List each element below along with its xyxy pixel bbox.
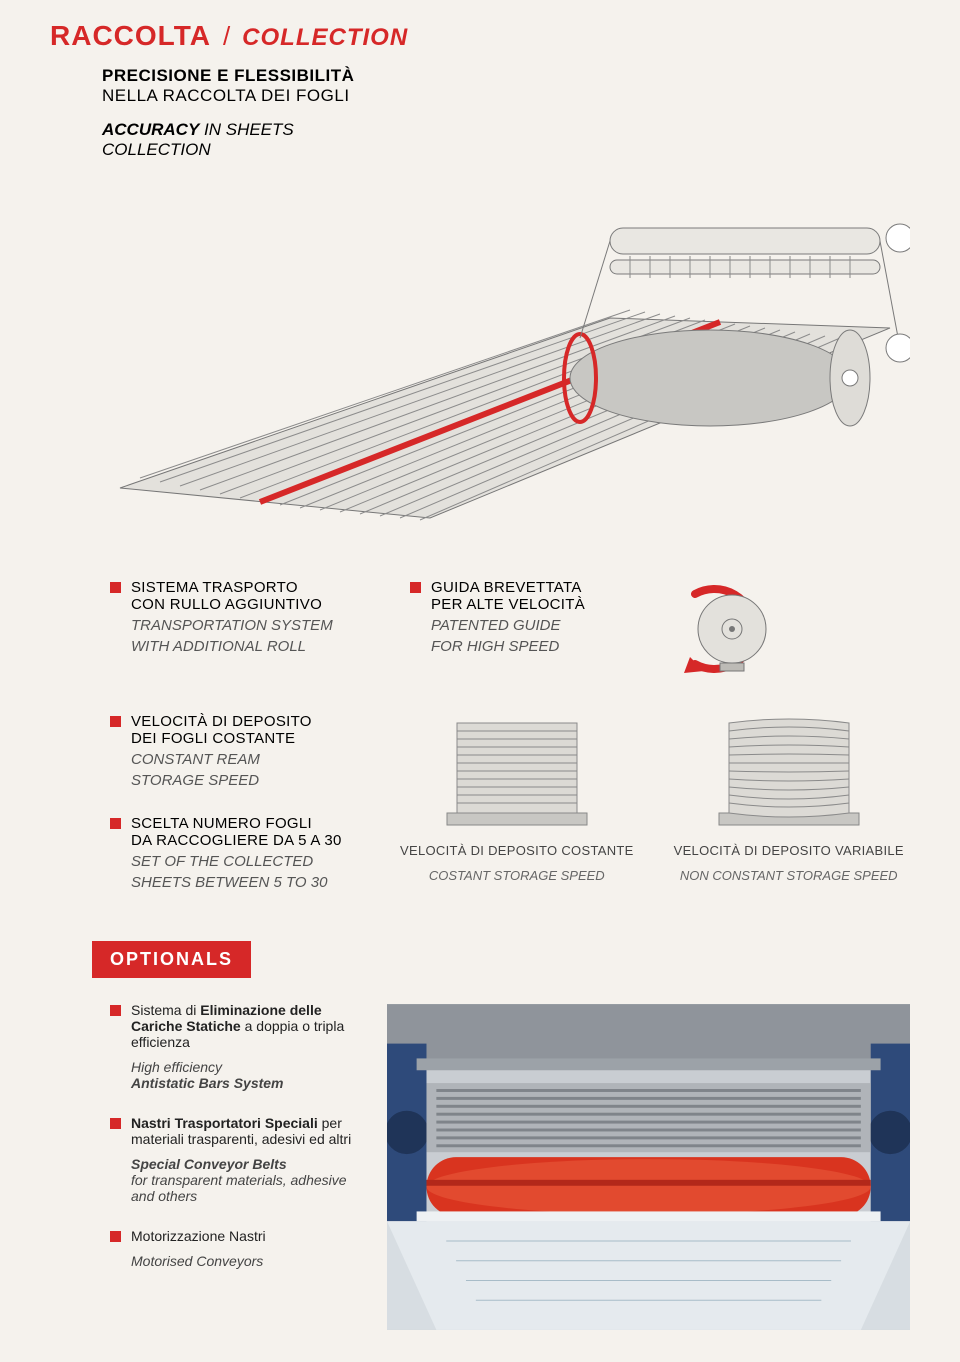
stack-variable: VELOCITÀ DI DEPOSITO VARIABILE NON CONST… xyxy=(674,713,904,883)
stack-constant-caption-en: COSTANT STORAGE SPEED xyxy=(429,868,605,883)
feat4-en1: SET OF THE COLLECTED xyxy=(131,853,360,870)
feature-constant-speed: VELOCITÀ DI DEPOSITO DEI FOGLI COSTANTE … xyxy=(110,713,360,789)
optional-item-antistatic: Sistema di Eliminazione delle Cariche St… xyxy=(110,1002,357,1091)
title-main: RACCOLTA xyxy=(50,20,211,52)
opt3-it: Motorizzazione Nastri xyxy=(131,1228,266,1244)
feat3-en1: CONSTANT REAM xyxy=(131,751,360,768)
feat1-it2: CON RULLO AGGIUNTIVO xyxy=(131,596,322,613)
bullet-icon xyxy=(110,1005,121,1016)
opt3-en: Motorised Conveyors xyxy=(131,1253,266,1269)
intro-line3-rest: IN SHEETS xyxy=(199,120,293,139)
feat4-it2: DA RACCOGLIERE DA 5 A 30 xyxy=(131,832,342,849)
bullet-icon xyxy=(110,1231,121,1242)
feat1-en2: WITH ADDITIONAL ROLL xyxy=(131,638,350,655)
intro-block: PRECISIONE E FLESSIBILITÀ NELLA RACCOLTA… xyxy=(102,66,910,160)
bullet-icon xyxy=(110,582,121,593)
feature-row-1: SISTEMA TRASPORTO CON RULLO AGGIUNTIVO T… xyxy=(110,579,910,679)
main-machine-illustration xyxy=(90,178,910,538)
opt2-it: Nastri Trasportatori Speciali per materi… xyxy=(131,1115,357,1147)
bullet-icon xyxy=(410,582,421,593)
opt1-en: High efficiencyAntistatic Bars System xyxy=(131,1059,357,1091)
feat3-en2: STORAGE SPEED xyxy=(131,772,360,789)
intro-line3-bold: ACCURACY xyxy=(102,120,199,139)
optional-item-motorised: Motorizzazione Nastri Motorised Conveyor… xyxy=(110,1228,357,1269)
feat4-en2: SHEETS BETWEEN 5 TO 30 xyxy=(131,874,360,891)
feat2-en2: FOR HIGH SPEED xyxy=(431,638,610,655)
opt2-en: Special Conveyor Beltsfor transparent ma… xyxy=(131,1156,357,1204)
stack-variable-caption-en: NON CONSTANT STORAGE SPEED xyxy=(680,868,898,883)
stack-variable-icon xyxy=(694,713,884,833)
bullet-icon xyxy=(110,716,121,727)
feat1-it1: SISTEMA TRASPORTO xyxy=(131,579,322,596)
roller-cross-section-icon xyxy=(670,579,800,679)
optional-item-belts: Nastri Trasportatori Speciali per materi… xyxy=(110,1115,357,1204)
feat4-it1: SCELTA NUMERO FOGLI xyxy=(131,815,342,832)
stack-constant-caption-it: VELOCITÀ DI DEPOSITO COSTANTE xyxy=(400,843,634,858)
intro-line3: ACCURACY IN SHEETS xyxy=(102,120,910,140)
optionals-row: Sistema di Eliminazione delle Cariche St… xyxy=(110,1002,910,1332)
optionals-list: Sistema di Eliminazione delle Cariche St… xyxy=(110,1002,357,1269)
feature-row-2: VELOCITÀ DI DEPOSITO DEI FOGLI COSTANTE … xyxy=(110,713,910,891)
feat2-en1: PATENTED GUIDE xyxy=(431,617,610,634)
feat1-en1: TRANSPORTATION SYSTEM xyxy=(131,617,350,634)
feat2-it2: PER ALTE VELOCITÀ xyxy=(431,596,585,613)
feat2-it1: GUIDA BREVETTATA xyxy=(431,579,585,596)
stack-variable-caption-it: VELOCITÀ DI DEPOSITO VARIABILE xyxy=(674,843,904,858)
feat3-it2: DEI FOGLI COSTANTE xyxy=(131,730,312,747)
machine-photo xyxy=(387,1002,910,1332)
stack-constant: VELOCITÀ DI DEPOSITO COSTANTE COSTANT ST… xyxy=(400,713,634,883)
intro-line1: PRECISIONE E FLESSIBILITÀ xyxy=(102,66,910,86)
opt1-it: Sistema di Eliminazione delle Cariche St… xyxy=(131,1002,357,1050)
title-slash: / xyxy=(223,21,230,52)
feat3-it1: VELOCITÀ DI DEPOSITO xyxy=(131,713,312,730)
bullet-icon xyxy=(110,818,121,829)
stack-constant-icon xyxy=(422,713,612,833)
feature-sheet-count: SCELTA NUMERO FOGLI DA RACCOGLIERE DA 5 … xyxy=(110,815,360,891)
feature-transport: SISTEMA TRASPORTO CON RULLO AGGIUNTIVO T… xyxy=(110,579,350,655)
feature-guide: GUIDA BREVETTATA PER ALTE VELOCITÀ PATEN… xyxy=(410,579,610,655)
optionals-heading: OPTIONALS xyxy=(92,941,251,978)
page-title-row: RACCOLTA / COLLECTION xyxy=(50,20,910,52)
title-sub: COLLECTION xyxy=(242,24,408,52)
bullet-icon xyxy=(110,1118,121,1129)
intro-line2: NELLA RACCOLTA DEI FOGLI xyxy=(102,86,910,106)
intro-line4: COLLECTION xyxy=(102,140,910,160)
